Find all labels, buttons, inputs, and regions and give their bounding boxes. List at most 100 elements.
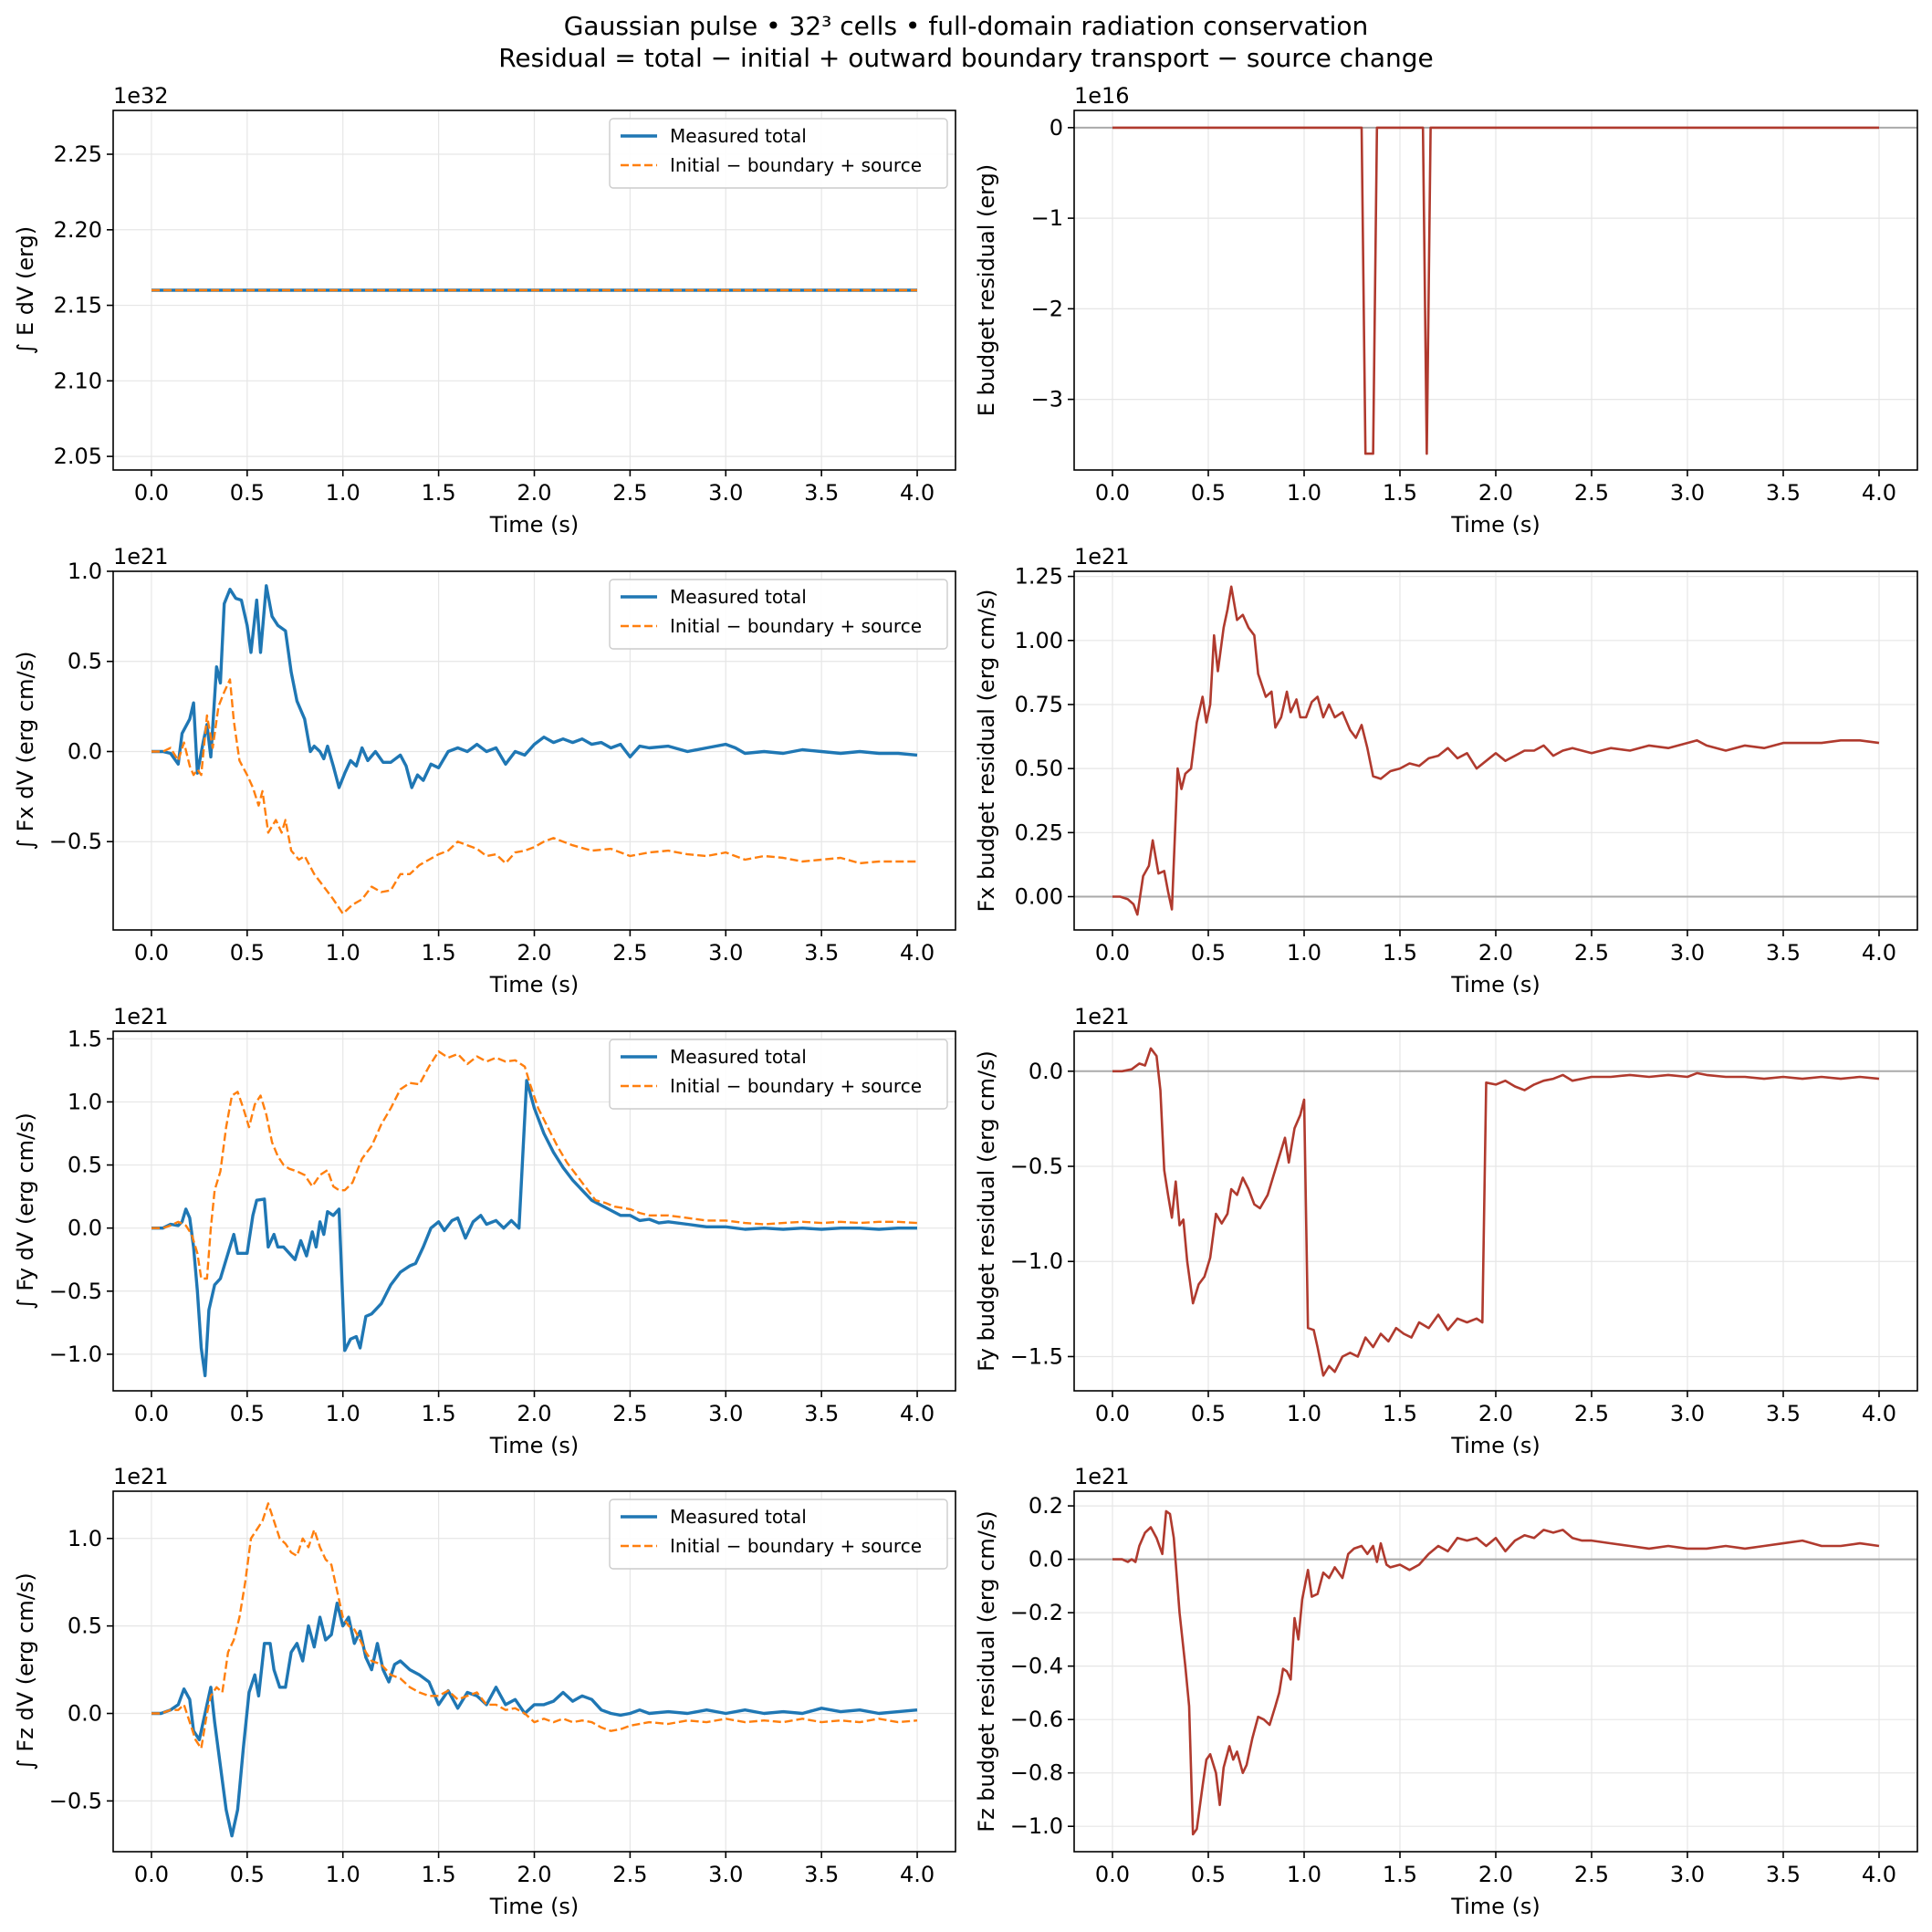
series-line-residual: [1112, 1509, 1880, 1836]
legend: Measured total Initial − boundary + sourc…: [609, 579, 948, 650]
y-tick-label: 0.0: [1029, 1547, 1063, 1572]
x-tick-label: 0.5: [230, 1401, 265, 1426]
x-tick-label: 2.5: [1574, 1401, 1609, 1426]
x-tick-label: 1.0: [326, 940, 360, 966]
x-axis-label: Time (s): [489, 972, 580, 997]
y-axis-label: Fy budget residual (erg cm/s): [974, 1050, 999, 1372]
panel-E-total: 0.0 0.5 1.0 1.5 2.0 2.5 3.0 3.5 4.0 2.05 2.10 2.15 2…: [13, 83, 956, 538]
x-axis-label: Time (s): [1450, 972, 1540, 997]
x-tick-label: 0.5: [1191, 940, 1226, 966]
y-tick-label: 2.05: [54, 444, 102, 469]
panel-Fz-residual: 0.0 0.5 1.0 1.5 2.0 2.5 3.0 3.5 4.0 0.2 0.0 −0.2 −0.…: [974, 1464, 1918, 1919]
series-group: [151, 1050, 918, 1378]
x-tick-label: 2.5: [612, 1862, 647, 1887]
axis-offset-text: 1e21: [113, 1464, 169, 1489]
axis-offset-text: 1e21: [1074, 544, 1130, 569]
x-tick-label: 1.0: [1287, 940, 1321, 966]
x-tick-label: 3.5: [804, 1401, 839, 1426]
series-line-initial: [151, 678, 917, 915]
y-tick-label: −0.5: [49, 1279, 102, 1304]
y-tick-label: 0.5: [68, 1153, 102, 1178]
panel-Fy-total: 0.0 0.5 1.0 1.5 2.0 2.5 3.0 3.5 4.0 1.5 1.0 0.5 0.0 −…: [13, 1004, 956, 1458]
y-tick-label: −0.6: [1010, 1707, 1063, 1732]
legend-box: [609, 118, 948, 189]
y-tick-label: 0.50: [1015, 756, 1063, 781]
legend-box: [609, 579, 948, 650]
y-tick-label: −0.5: [1010, 1154, 1063, 1179]
x-tick-label: 2.5: [1574, 1862, 1609, 1887]
y-tick-label: −0.2: [1010, 1600, 1063, 1625]
y-axis-label: Fz budget residual (erg cm/s): [974, 1510, 999, 1832]
x-tick-label: 0.5: [1191, 1401, 1226, 1426]
panel-Fx-residual: 0.0 0.5 1.0 1.5 2.0 2.5 3.0 3.5 4.0 0.00 0.25 0.50 0…: [974, 544, 1918, 997]
x-tick-label: 2.0: [1478, 940, 1513, 966]
grid: [1074, 110, 1917, 470]
y-tick-label: −1.0: [1010, 1248, 1063, 1274]
x-tick-label: 1.5: [422, 1862, 456, 1887]
x-tick-label: 3.5: [1766, 1401, 1801, 1426]
x-tick-label: 2.0: [1478, 1862, 1513, 1887]
y-axis-label: ∫ E dV (erg): [13, 226, 38, 354]
series-line-initial: [151, 1050, 918, 1280]
x-tick-label: 3.0: [708, 1862, 743, 1887]
x-tick-label: 0.5: [230, 940, 265, 966]
legend-label: Measured total: [670, 1506, 807, 1528]
y-tick-label: −3: [1031, 387, 1063, 413]
series-group: [151, 1502, 918, 1838]
axis-offset-text: 1e21: [113, 1004, 169, 1029]
y-tick-label: −1.0: [49, 1342, 102, 1367]
x-tick-label: 0.0: [1095, 1401, 1130, 1426]
x-tick-label: 1.5: [422, 940, 456, 966]
y-axis-label: ∫ Fy dV (erg cm/s): [13, 1112, 38, 1310]
x-tick-label: 2.0: [1478, 1401, 1513, 1426]
x-tick-label: 0.0: [134, 1401, 169, 1426]
x-tick-label: 3.0: [1670, 1401, 1705, 1426]
x-tick-label: 3.0: [708, 1401, 743, 1426]
x-tick-label: 3.0: [708, 480, 743, 506]
x-tick-label: 3.0: [1670, 940, 1705, 966]
x-tick-label: 0.0: [1095, 940, 1130, 966]
x-tick-label: 2.5: [612, 1401, 647, 1426]
y-tick-label: −1.0: [1010, 1813, 1063, 1839]
y-tick-label: 2.20: [54, 217, 102, 243]
y-tick-label: 0.00: [1015, 884, 1063, 910]
x-axis-label: Time (s): [489, 1894, 580, 1919]
y-tick-label: 2.10: [54, 368, 102, 393]
x-tick-label: 0.5: [1191, 480, 1226, 506]
x-tick-label: 1.0: [326, 1401, 360, 1426]
y-tick-label: 0.0: [68, 1701, 102, 1727]
legend: Measured total Initial − boundary + sourc…: [609, 1039, 948, 1110]
x-tick-label: 2.0: [517, 480, 551, 506]
x-tick-label: 4.0: [1862, 940, 1896, 966]
x-tick-label: 3.5: [804, 480, 839, 506]
x-tick-label: 1.5: [422, 1401, 456, 1426]
x-tick-label: 2.0: [1478, 480, 1513, 506]
series-group: [1112, 1047, 1880, 1377]
panel-Fx-total: 0.0 0.5 1.0 1.5 2.0 2.5 3.0 3.5 4.0 1.0 0.5 0.0 −0.5…: [13, 544, 956, 997]
y-tick-label: 0.0: [68, 1216, 102, 1241]
panel-E-residual: 0.0 0.5 1.0 1.5 2.0 2.5 3.0 3.5 4.0 0 −1 −2 −3 Time (…: [974, 83, 1918, 538]
y-tick-label: 0.5: [68, 649, 102, 674]
x-tick-label: 0.5: [1191, 1862, 1226, 1887]
series-line-measured: [151, 1602, 918, 1838]
y-tick-label: 1.0: [68, 559, 102, 584]
y-tick-label: −0.5: [49, 829, 102, 854]
x-tick-label: 3.0: [1670, 480, 1705, 506]
x-tick-label: 4.0: [1862, 480, 1896, 506]
panel-Fy-residual: 0.0 0.5 1.0 1.5 2.0 2.5 3.0 3.5 4.0 0.0 −0.5 −1.0 −1…: [974, 1004, 1918, 1458]
panel-Fz-total: 0.0 0.5 1.0 1.5 2.0 2.5 3.0 3.5 4.0 1.0 0.5 0.0 −0.5…: [13, 1464, 956, 1919]
legend-box: [609, 1039, 948, 1110]
x-tick-label: 2.0: [517, 1862, 551, 1887]
axis-offset-text: 1e21: [113, 544, 169, 569]
y-tick-label: −1.5: [1010, 1343, 1063, 1369]
x-tick-label: 4.0: [900, 480, 935, 506]
x-tick-label: 1.0: [1287, 480, 1321, 506]
series-group: [1112, 126, 1879, 455]
axis-offset-text: 1e16: [1074, 83, 1130, 109]
x-axis-label: Time (s): [489, 512, 580, 538]
y-tick-label: 2.15: [54, 293, 102, 319]
x-axis-label: Time (s): [489, 1433, 580, 1458]
axis-offset-text: 1e21: [1074, 1464, 1130, 1489]
x-tick-label: 2.0: [517, 940, 551, 966]
y-tick-label: 1.5: [68, 1026, 102, 1051]
